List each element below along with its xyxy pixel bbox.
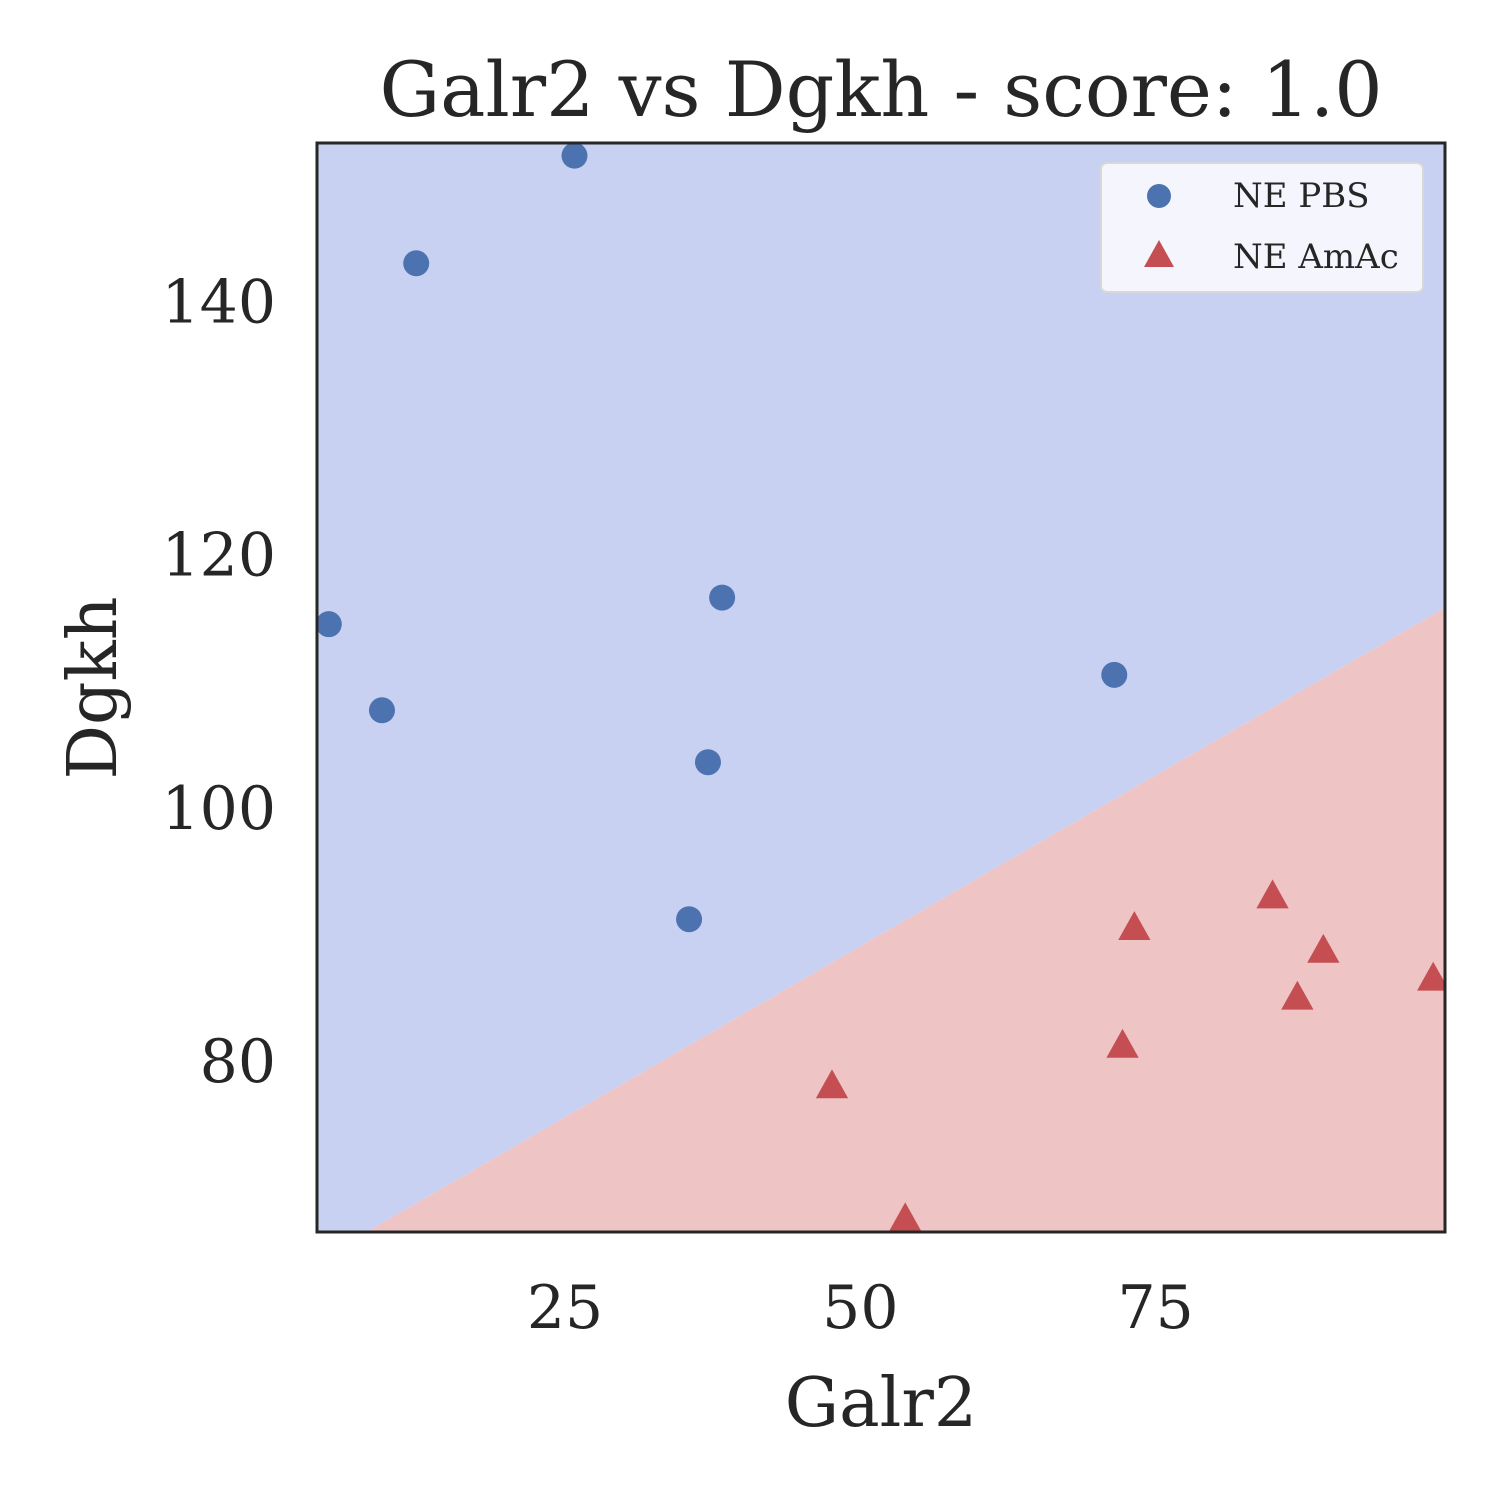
legend-marker-ne-amac <box>1144 240 1174 267</box>
plot-area <box>317 143 1445 1232</box>
legend-label-ne-pbs: NE PBS <box>1233 176 1370 216</box>
point-ne-amac-2 <box>1106 1028 1139 1058</box>
point-ne-amac-4 <box>1256 879 1289 909</box>
point-ne-pbs-2 <box>403 250 430 277</box>
point-ne-pbs-6 <box>709 584 736 611</box>
point-ne-pbs-5 <box>694 749 721 776</box>
y-tick-label-100: 100 <box>161 774 276 844</box>
legend-box <box>1100 162 1424 293</box>
y-tick-label-140: 140 <box>161 267 276 337</box>
point-ne-amac-5 <box>1281 980 1314 1010</box>
y-axis-ticks: 80 100 120 140 <box>161 267 276 1097</box>
point-ne-amac-6 <box>1307 933 1340 963</box>
y-tick-label-80: 80 <box>200 1027 276 1097</box>
point-ne-pbs-3 <box>561 143 588 169</box>
chart-title: Galr2 vs Dgkh - score: 1.0 <box>379 45 1382 134</box>
point-ne-pbs-1 <box>368 697 395 724</box>
x-axis-label: Galr2 <box>785 1364 977 1443</box>
x-tick-label-25: 25 <box>527 1273 603 1343</box>
point-ne-amac-1 <box>889 1202 922 1232</box>
x-tick-label-75: 75 <box>1117 1273 1193 1343</box>
x-axis-ticks: 25 50 75 <box>527 1273 1194 1343</box>
point-ne-pbs-7 <box>1101 661 1128 688</box>
legend: NE PBS NE AmAc <box>1100 162 1424 293</box>
point-ne-amac-7 <box>1417 961 1445 991</box>
legend-marker-ne-pbs <box>1147 184 1171 208</box>
point-ne-pbs-0 <box>317 611 342 638</box>
x-tick-label-50: 50 <box>822 1273 898 1343</box>
decision-region-ne-amac <box>366 607 1445 1232</box>
plot-frame <box>315 141 1447 1234</box>
point-ne-amac-3 <box>1118 911 1151 940</box>
data-points <box>317 143 1445 1232</box>
y-axis-label: Dgkh <box>54 596 133 779</box>
point-ne-pbs-4 <box>676 906 703 933</box>
point-ne-amac-0 <box>815 1069 849 1099</box>
y-tick-label-120: 120 <box>161 521 276 591</box>
legend-label-ne-amac: NE AmAc <box>1233 237 1399 277</box>
decision-region-ne-pbs <box>317 143 1445 1232</box>
